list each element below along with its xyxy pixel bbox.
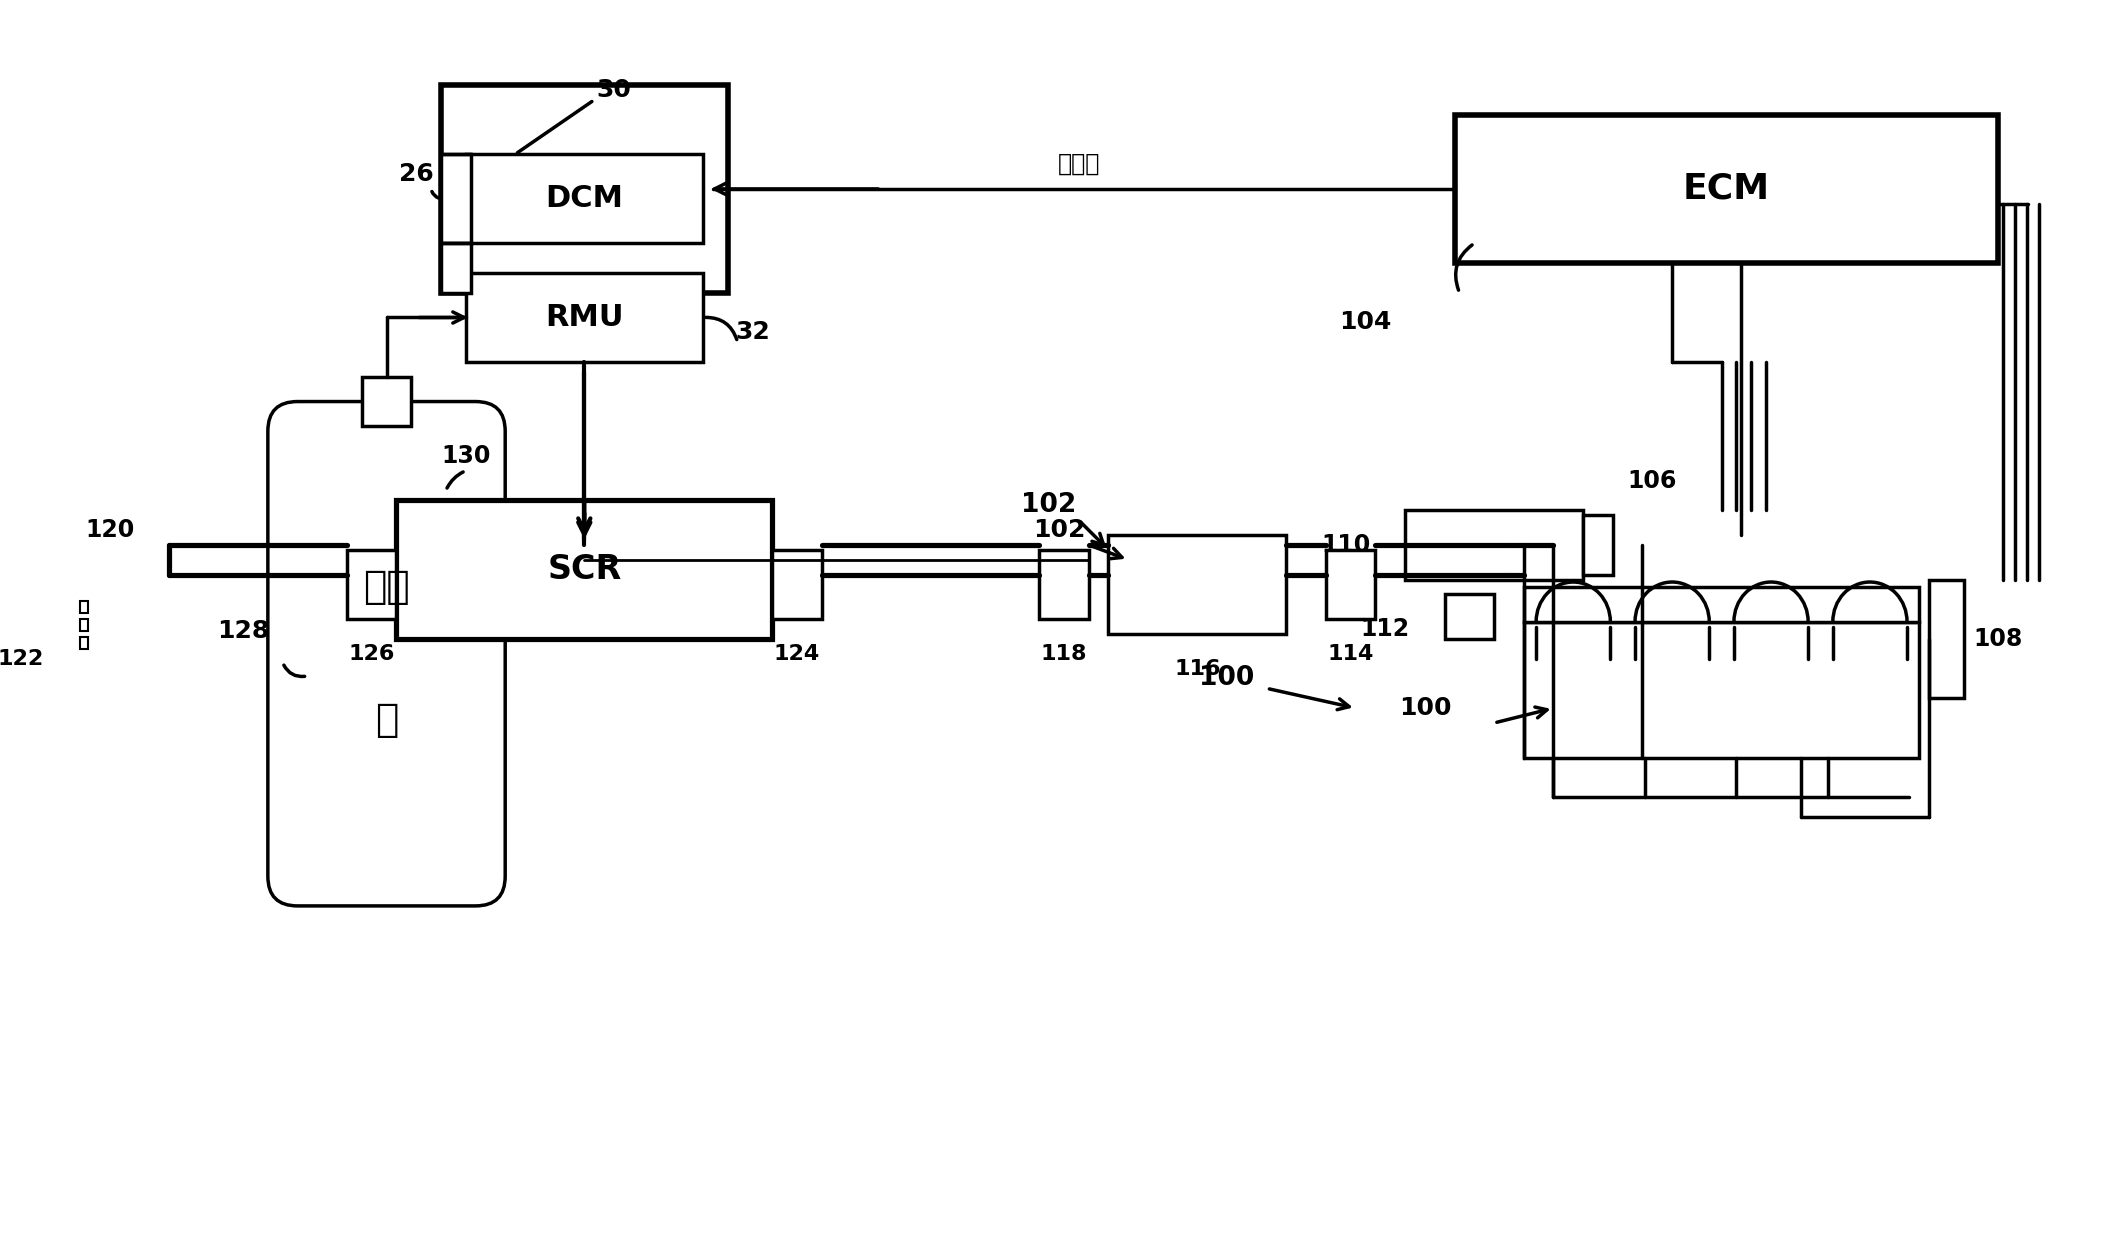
Text: 130: 130 (440, 444, 491, 468)
Text: 118: 118 (1041, 643, 1087, 663)
Text: DCM: DCM (546, 184, 624, 213)
FancyBboxPatch shape (1404, 510, 1584, 579)
Text: 还原: 还原 (364, 568, 410, 606)
Text: 114: 114 (1328, 643, 1375, 663)
FancyBboxPatch shape (440, 86, 728, 293)
FancyBboxPatch shape (1929, 579, 1965, 699)
Text: 32: 32 (736, 320, 770, 344)
Text: 30: 30 (596, 78, 632, 102)
FancyBboxPatch shape (440, 243, 470, 293)
Text: 116: 116 (1174, 658, 1220, 679)
Text: 108: 108 (1973, 627, 2024, 651)
FancyBboxPatch shape (396, 500, 772, 638)
FancyBboxPatch shape (1523, 587, 1920, 622)
FancyBboxPatch shape (1108, 535, 1286, 635)
FancyBboxPatch shape (362, 376, 410, 427)
Text: 120: 120 (85, 519, 133, 543)
FancyBboxPatch shape (80, 602, 89, 613)
Text: 128: 128 (218, 619, 269, 643)
FancyBboxPatch shape (1326, 550, 1375, 619)
Text: 102: 102 (1032, 519, 1085, 543)
FancyBboxPatch shape (80, 637, 89, 648)
FancyBboxPatch shape (465, 273, 702, 363)
Text: 122: 122 (0, 648, 44, 669)
FancyBboxPatch shape (1445, 594, 1493, 638)
FancyBboxPatch shape (1038, 550, 1089, 619)
FancyBboxPatch shape (465, 155, 702, 243)
Text: 100: 100 (1398, 696, 1451, 720)
Text: 112: 112 (1360, 617, 1411, 641)
Text: 102: 102 (1022, 492, 1077, 519)
FancyBboxPatch shape (269, 402, 505, 906)
FancyBboxPatch shape (1455, 115, 1999, 263)
Text: 100: 100 (1199, 666, 1254, 691)
FancyBboxPatch shape (347, 550, 396, 619)
Text: 设置点: 设置点 (1058, 152, 1100, 176)
Text: SCR: SCR (548, 553, 622, 587)
FancyBboxPatch shape (1523, 622, 1920, 758)
FancyBboxPatch shape (80, 619, 89, 631)
FancyBboxPatch shape (772, 550, 821, 619)
Text: 剂: 剂 (374, 701, 398, 739)
Text: RMU: RMU (546, 303, 624, 332)
Text: 26: 26 (400, 162, 434, 186)
Text: 106: 106 (1629, 468, 1677, 492)
FancyBboxPatch shape (1584, 515, 1614, 574)
Text: 124: 124 (774, 643, 821, 663)
FancyBboxPatch shape (440, 155, 470, 243)
Text: 126: 126 (349, 643, 396, 663)
Text: 104: 104 (1339, 311, 1392, 335)
Text: ECM: ECM (1684, 172, 1770, 206)
Text: 110: 110 (1322, 533, 1371, 556)
